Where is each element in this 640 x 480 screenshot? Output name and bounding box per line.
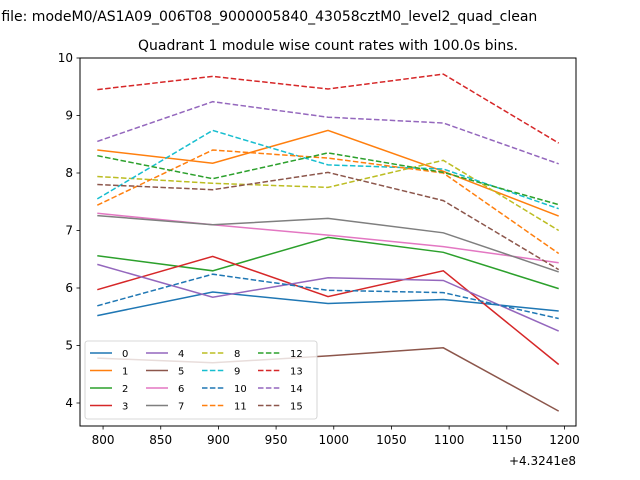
x-tick-label: 800 <box>92 433 115 447</box>
y-tick-label: 7 <box>65 224 73 238</box>
x-tick-label: 1050 <box>376 433 407 447</box>
series-line-13 <box>97 73 560 144</box>
x-tick-label: 1200 <box>549 433 580 447</box>
legend-label-6: 6 <box>178 384 184 395</box>
x-axis: 800 850 900 950 1000 1050 1100 1150 1200 <box>92 426 580 447</box>
series-line-14 <box>97 100 559 165</box>
series-line-4 <box>97 263 560 332</box>
series-line-6 <box>97 212 559 264</box>
legend-box <box>84 340 318 420</box>
legend-label-11: 11 <box>234 402 247 413</box>
legend-label-13: 13 <box>290 367 303 378</box>
x-tick-label: 1100 <box>434 433 465 447</box>
y-tick-label: 10 <box>58 51 73 65</box>
plot-frame <box>79 57 577 427</box>
y-tick-label: 9 <box>65 109 73 123</box>
legend-label-14: 14 <box>290 384 303 395</box>
series-line-10 <box>97 273 559 320</box>
series-line-12 <box>97 152 559 206</box>
legend-label-15: 15 <box>290 402 303 413</box>
series-line-2 <box>97 236 559 290</box>
legend-label-9: 9 <box>234 367 240 378</box>
legend-label-4: 4 <box>178 349 184 360</box>
x-tick-label: 850 <box>149 433 172 447</box>
legend-label-12: 12 <box>290 349 303 360</box>
figure-suptitle: n file: modeM0/AS1A09_006T08_9000005840_… <box>0 9 537 25</box>
x-tick-label: 950 <box>265 433 288 447</box>
x-tick-label: 1150 <box>492 433 523 447</box>
y-tick-label: 6 <box>65 281 73 295</box>
legend-label-2: 2 <box>122 384 128 395</box>
x-tick-label: 900 <box>207 433 230 447</box>
series-line-15 <box>97 171 560 271</box>
y-axis: 4 5 6 7 8 9 10 <box>58 51 80 410</box>
series-line-3 <box>97 255 560 366</box>
legend-label-1: 1 <box>122 367 128 378</box>
y-tick-label: 8 <box>65 166 73 180</box>
legend-label-3: 3 <box>122 402 128 413</box>
chart-title: Quadrant 1 module wise count rates with … <box>138 38 518 54</box>
legend-label-7: 7 <box>178 402 184 413</box>
x-tick-label: 1000 <box>318 433 349 447</box>
y-tick-label: 4 <box>65 396 73 410</box>
legend-label-8: 8 <box>234 349 240 360</box>
series-line-9 <box>96 129 559 210</box>
y-tick-label: 5 <box>65 339 73 353</box>
x-axis-offset-label: +4.3241e8 <box>509 454 576 468</box>
series-line-11 <box>96 149 560 255</box>
series-line-7 <box>97 214 559 273</box>
legend-label-0: 0 <box>122 349 128 360</box>
series-line-1 <box>97 129 559 217</box>
series-line-8 <box>97 159 560 232</box>
legend-label-5: 5 <box>178 367 184 378</box>
legend-label-10: 10 <box>234 384 247 395</box>
series-line-0 <box>97 291 559 317</box>
